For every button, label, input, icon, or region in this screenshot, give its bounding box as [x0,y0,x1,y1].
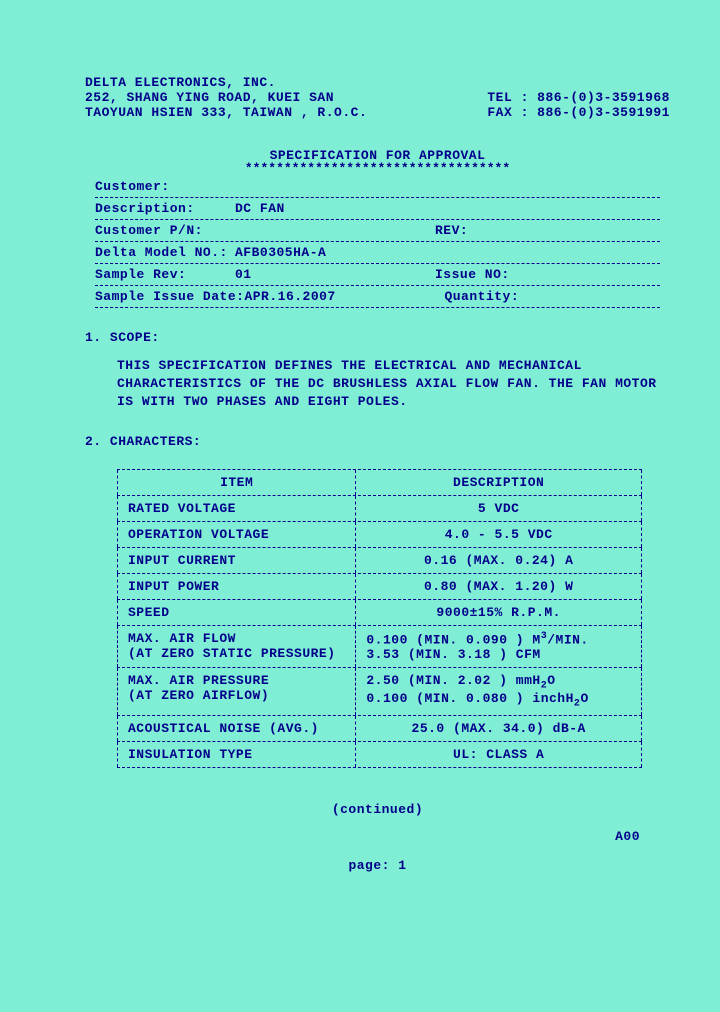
company-name: DELTA ELECTRONICS, INC. [85,75,367,90]
item-cell: OPERATION VOLTAGE [117,522,356,547]
scope-heading: 1. SCOPE: [85,330,670,345]
desc-cell: 0.100 (MIN. 0.090 ) M3/MIN. 3.53 (MIN. 3… [356,626,642,667]
sample-rev-label: Sample Rev: [95,267,235,282]
issue-date-value: APR.16.2007 [244,289,444,304]
field-description: Description: DC FAN [95,198,660,220]
tel: TEL : 886-(0)3-3591968 [487,90,670,105]
desc-cell: 5 VDC [356,496,642,521]
letterhead: DELTA ELECTRONICS, INC. 252, SHANG YING … [85,75,670,120]
table-row-airflow: MAX. AIR FLOW (AT ZERO STATIC PRESSURE) … [117,626,642,668]
document-page: DELTA ELECTRONICS, INC. 252, SHANG YING … [0,0,720,893]
airflow-desc-2: 3.53 (MIN. 3.18 ) CFM [366,647,631,662]
table-row: RATED VOLTAGE 5 VDC [117,496,642,522]
page-number: page: 1 [85,858,670,873]
airflow-label-2: (AT ZERO STATIC PRESSURE) [128,646,345,661]
field-issue-date: Sample Issue Date: APR.16.2007 Quantity: [95,286,660,308]
customer-pn-label: Customer P/N: [95,223,235,238]
address-line-2: TAOYUAN HSIEN 333, TAIWAN , R.O.C. [85,105,367,120]
scope-body: THIS SPECIFICATION DEFINES THE ELECTRICA… [117,357,670,412]
airflow-desc-1: 0.100 (MIN. 0.090 ) M3/MIN. [366,631,631,647]
desc-cell: 9000±15% R.P.M. [356,600,642,625]
airpress-desc-2: 0.100 (MIN. 0.080 ) inchH2O [366,691,631,710]
customer-label: Customer: [95,179,235,194]
characters-heading: 2. CHARACTERS: [85,434,670,449]
model-label: Delta Model NO.: [95,245,235,260]
item-cell: INSULATION TYPE [117,742,356,767]
model-value: AFB0305HA-A [235,245,326,260]
table-header-row: ITEM DESCRIPTION [117,469,642,496]
fax: FAX : 886-(0)3-3591991 [487,105,670,120]
item-cell: INPUT POWER [117,574,356,599]
contact-block: TEL : 886-(0)3-3591968 FAX : 886-(0)3-35… [487,75,670,120]
table-row: ACOUSTICAL NOISE (AVG.) 25.0 (MAX. 34.0)… [117,716,642,742]
continued-note: (continued) [85,802,670,817]
item-cell: RATED VOLTAGE [117,496,356,521]
desc-cell: UL: CLASS A [356,742,642,767]
customer-pn-value [235,223,435,238]
airpress-label-1: MAX. AIR PRESSURE [128,673,345,688]
description-label: Description: [95,201,235,216]
company-address: DELTA ELECTRONICS, INC. 252, SHANG YING … [85,75,367,120]
table-row-airpressure: MAX. AIR PRESSURE (AT ZERO AIRFLOW) 2.50… [117,668,642,716]
title-underline: ********************************** [85,161,670,176]
table-row: OPERATION VOLTAGE 4.0 - 5.5 VDC [117,522,642,548]
item-cell: MAX. AIR PRESSURE (AT ZERO AIRFLOW) [117,668,356,715]
field-customer-pn: Customer P/N: REV: [95,220,660,242]
issue-date-label: Sample Issue Date: [95,289,244,304]
revision-code: A00 [85,829,640,844]
airpress-label-2: (AT ZERO AIRFLOW) [128,688,345,703]
item-cell: ACOUSTICAL NOISE (AVG.) [117,716,356,741]
field-sample-rev: Sample Rev: 01 Issue NO: [95,264,660,286]
item-cell: INPUT CURRENT [117,548,356,573]
item-cell: SPEED [117,600,356,625]
table-row: INSULATION TYPE UL: CLASS A [117,742,642,768]
airpress-desc-1: 2.50 (MIN. 2.02 ) mmH2O [366,673,631,692]
description-value: DC FAN [235,201,285,216]
header-item: ITEM [117,470,356,495]
sample-rev-value: 01 [235,267,435,282]
rev-label: REV: [435,223,468,238]
desc-cell: 0.80 (MAX. 1.20) W [356,574,642,599]
table-row: INPUT CURRENT 0.16 (MAX. 0.24) A [117,548,642,574]
quantity-label: Quantity: [444,289,519,304]
address-line-1: 252, SHANG YING ROAD, KUEI SAN [85,90,367,105]
characteristics-table: ITEM DESCRIPTION RATED VOLTAGE 5 VDC OPE… [117,469,642,769]
field-model: Delta Model NO.: AFB0305HA-A [95,242,660,264]
header-description: DESCRIPTION [356,470,642,495]
desc-cell: 25.0 (MAX. 34.0) dB-A [356,716,642,741]
desc-cell: 2.50 (MIN. 2.02 ) mmH2O 0.100 (MIN. 0.08… [356,668,642,715]
issue-no-label: Issue NO: [435,267,510,282]
table-row: SPEED 9000±15% R.P.M. [117,600,642,626]
desc-cell: 4.0 - 5.5 VDC [356,522,642,547]
desc-cell: 0.16 (MAX. 0.24) A [356,548,642,573]
table-row: INPUT POWER 0.80 (MAX. 1.20) W [117,574,642,600]
item-cell: MAX. AIR FLOW (AT ZERO STATIC PRESSURE) [117,626,356,667]
field-customer: Customer: [95,176,660,198]
approval-fields: Customer: Description: DC FAN Customer P… [95,176,660,308]
airflow-label-1: MAX. AIR FLOW [128,631,345,646]
